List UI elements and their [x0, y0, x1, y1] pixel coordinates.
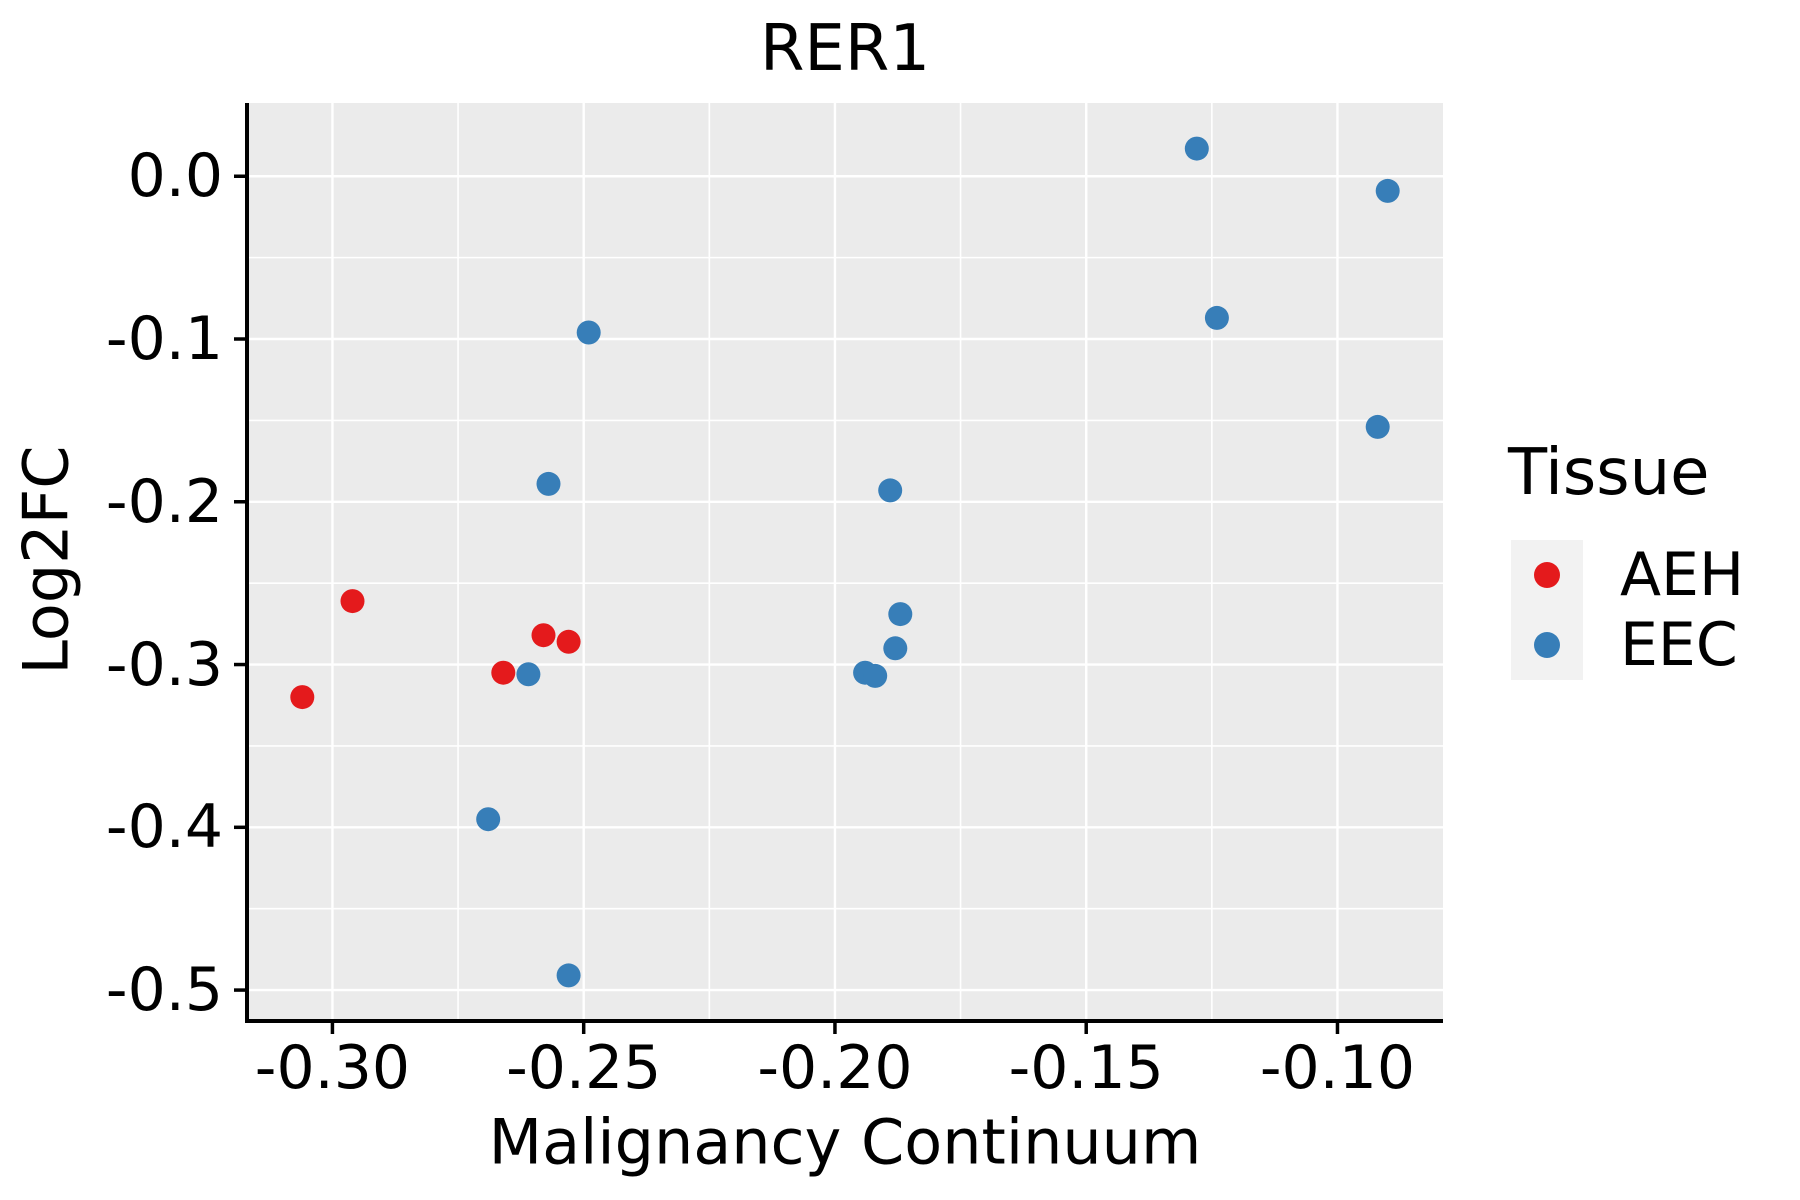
- x-tick-label: -0.30: [254, 1033, 411, 1103]
- x-tick-label: -0.20: [757, 1033, 913, 1103]
- data-point-eec: [476, 807, 501, 832]
- data-point-eec: [556, 963, 581, 988]
- x-tick-label: -0.15: [1008, 1033, 1164, 1103]
- data-point-aeh: [491, 660, 516, 685]
- panel-background: [247, 103, 1443, 1021]
- data-point-eec: [1184, 136, 1209, 161]
- data-point-aeh: [290, 685, 315, 710]
- x-tick-label: -0.25: [506, 1033, 662, 1103]
- data-point-eec: [888, 602, 913, 627]
- y-tick-label: -0.5: [105, 955, 223, 1026]
- y-tick-label: -0.3: [105, 629, 223, 700]
- y-tick-label: 0.0: [127, 141, 223, 212]
- data-point-eec: [1365, 414, 1390, 439]
- y-tick-label: -0.2: [105, 466, 223, 537]
- chart-title: RER1: [759, 12, 931, 86]
- data-point-eec: [1375, 178, 1400, 203]
- data-point-eec: [863, 663, 888, 688]
- y-tick-label: -0.1: [105, 304, 223, 374]
- data-point-eec: [536, 471, 561, 496]
- data-point-eec: [516, 662, 541, 687]
- data-point-eec: [878, 478, 903, 503]
- data-point-aeh: [531, 623, 556, 648]
- data-point-aeh: [340, 589, 365, 614]
- x-axis-title: Malignancy Continuum: [488, 1105, 1202, 1179]
- data-point-eec: [576, 320, 601, 345]
- data-point-eec: [883, 636, 908, 661]
- data-point-eec: [1204, 305, 1229, 330]
- x-tick-label: -0.10: [1259, 1033, 1416, 1103]
- data-point-aeh: [556, 629, 581, 654]
- y-tick-label: -0.4: [105, 792, 223, 863]
